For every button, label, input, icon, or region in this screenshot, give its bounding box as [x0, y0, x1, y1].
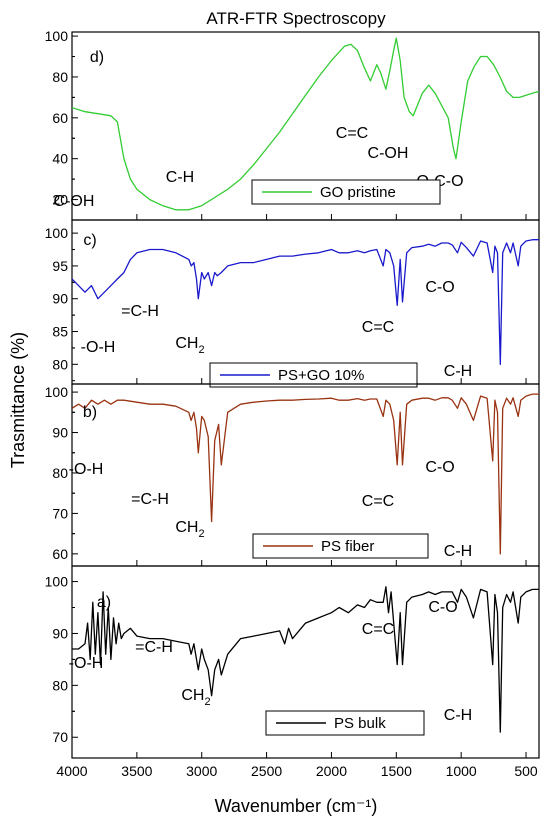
annotation: C-H	[444, 363, 472, 380]
y-tick-label: 100	[45, 225, 69, 241]
annotation: C-H	[444, 543, 472, 560]
panel-frame	[71, 219, 540, 385]
annotation: C-O	[428, 599, 457, 616]
panel-label: c)	[83, 232, 96, 249]
legend: PS+GO 10%	[209, 362, 418, 388]
series-line-2	[72, 393, 539, 555]
annotation: C-H	[444, 707, 472, 724]
y-tick-label: 80	[52, 465, 68, 481]
x-tick-label: 1000	[446, 763, 477, 779]
annotation: C-OH	[368, 145, 409, 162]
annotation: =C-H	[135, 639, 173, 656]
annotation: =C-H	[131, 491, 169, 508]
x-tick-label: 3500	[121, 763, 152, 779]
legend-label: PS+GO 10%	[278, 367, 364, 384]
y-tick-label: 40	[52, 151, 68, 167]
annotation: =C-H	[121, 303, 159, 320]
legend-label: PS bulk	[334, 715, 386, 732]
y-tick-label: 90	[52, 291, 68, 307]
y-tick-label: 95	[52, 258, 68, 274]
legend-label: GO pristine	[320, 184, 396, 201]
x-tick-label: 500	[514, 763, 538, 779]
annotation: CH2	[175, 335, 204, 356]
y-axis-label: Trasmittance (%)	[8, 332, 28, 468]
panel-frame	[71, 565, 540, 759]
x-axis: 4000 3500 3000 2500 2000 1500 1000 500	[56, 763, 537, 779]
legend-label: PS fiber	[321, 538, 374, 555]
annotation: C=C	[336, 125, 368, 142]
annotation: CH2	[181, 687, 210, 708]
panel-2: 60 70 80 90 100 b) -O-H =C-H CH2 C=C C-O C-H PS fibe…	[45, 383, 540, 567]
y-tick-label: 70	[52, 505, 68, 521]
y-tick-label: 80	[52, 356, 68, 372]
annotation: C-O	[425, 279, 454, 296]
legend: PS bulk	[265, 710, 425, 736]
x-tick-label: 2000	[316, 763, 347, 779]
panel-label: a)	[97, 594, 111, 611]
x-axis-label: Wavenumber (cm⁻¹)	[215, 796, 378, 816]
annotation: -O-H	[69, 461, 104, 478]
annotation: C-O	[425, 459, 454, 476]
y-tick-label: 100	[45, 28, 69, 44]
y-tick-label: 20	[52, 192, 68, 208]
legend: PS fiber	[252, 533, 429, 559]
y-tick-label: 85	[52, 324, 68, 340]
annotation: C=C	[362, 319, 394, 336]
x-tick-label: 3000	[186, 763, 217, 779]
annotation: C-H	[166, 169, 194, 186]
y-tick-label: 80	[52, 69, 68, 85]
annotation: C=C	[362, 493, 394, 510]
panel-1: 80 85 90 95 100 c) -O-H =C-H CH2 C=C C-O C-H PS+GO 1…	[45, 219, 540, 388]
series-line-3	[72, 586, 539, 733]
chart-title: ATR-FTR Spectroscopy	[206, 9, 386, 28]
panel-3: 70 80 90 100 a) -O-H =C-H CH2 C=C C-O C-H PS bulk	[45, 565, 540, 759]
annotation: C=C	[362, 621, 394, 638]
legend-box	[265, 710, 425, 736]
y-tick-label: 100	[45, 574, 69, 590]
annotation: -O-H	[81, 339, 116, 356]
x-tick-label: 4000	[56, 763, 87, 779]
annotation: CH2	[175, 519, 204, 540]
panel-label: d)	[90, 49, 104, 66]
panel-label: b)	[83, 404, 97, 421]
y-tick-label: 100	[45, 384, 69, 400]
x-tick-label: 1500	[381, 763, 412, 779]
annotation: C-OH	[54, 193, 95, 210]
y-tick-label: 70	[52, 729, 68, 745]
y-tick-label: 80	[52, 677, 68, 693]
legend: GO pristine	[251, 179, 441, 205]
y-tick-label: 90	[52, 625, 68, 641]
series-line-1	[72, 239, 539, 365]
annotation: -O-H	[69, 655, 104, 672]
series-line-0	[72, 37, 539, 211]
y-tick-label: 60	[52, 110, 68, 126]
x-tick-label: 2500	[251, 763, 282, 779]
y-tick-label: 60	[52, 546, 68, 562]
y-tick-label: 90	[52, 425, 68, 441]
